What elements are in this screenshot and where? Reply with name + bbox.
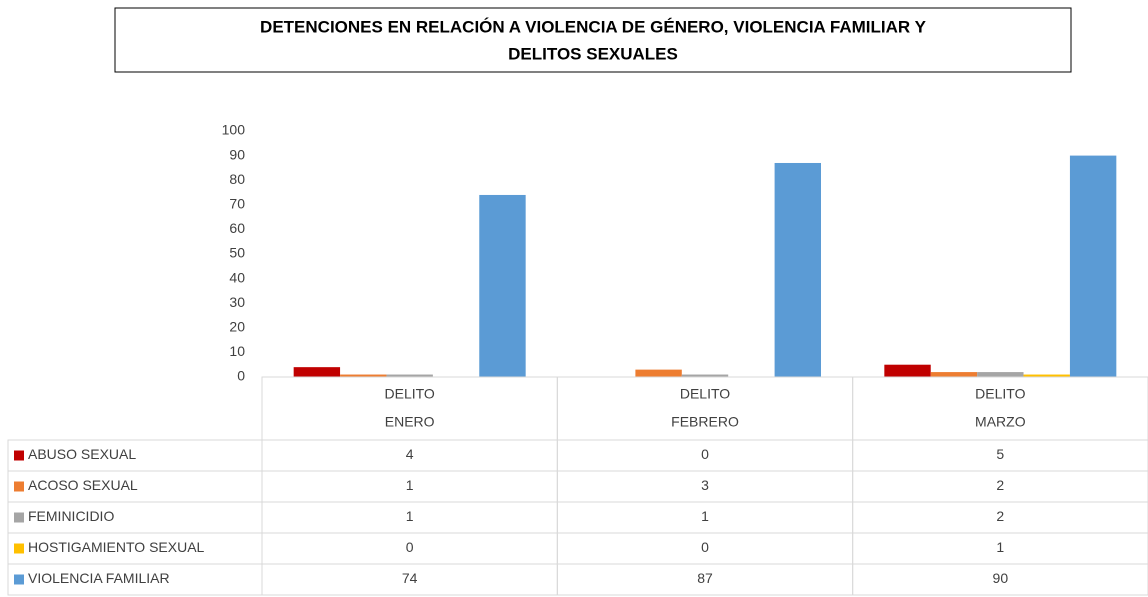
x-tick-label: FEBRERO bbox=[671, 414, 739, 430]
y-tick-label: 100 bbox=[222, 122, 246, 138]
table-value: 1 bbox=[406, 508, 414, 524]
bar bbox=[340, 374, 387, 377]
y-tick-label: 40 bbox=[229, 269, 245, 285]
legend-swatch bbox=[14, 481, 24, 492]
table-value: 0 bbox=[701, 446, 709, 462]
table-value: 1 bbox=[996, 539, 1004, 555]
table-value: 74 bbox=[402, 570, 418, 586]
bar bbox=[293, 367, 341, 377]
table-value: 90 bbox=[993, 570, 1009, 586]
y-tick-label: 0 bbox=[237, 368, 245, 384]
legend-label: VIOLENCIA FAMILIAR bbox=[28, 570, 170, 586]
legend-swatch bbox=[14, 543, 24, 554]
y-tick-label: 10 bbox=[229, 343, 245, 359]
legend-label: FEMINICIDIO bbox=[28, 508, 114, 524]
legend-swatch bbox=[14, 512, 24, 523]
bar bbox=[930, 372, 978, 377]
y-tick-label: 70 bbox=[229, 196, 245, 212]
bar bbox=[681, 374, 729, 377]
table-value: 4 bbox=[406, 446, 414, 462]
y-tick-label: 50 bbox=[229, 245, 245, 261]
bar bbox=[1069, 155, 1117, 377]
bar bbox=[479, 194, 526, 377]
table-value: 87 bbox=[697, 570, 713, 586]
table-value: 0 bbox=[701, 539, 709, 555]
y-tick-label: 80 bbox=[229, 171, 245, 187]
y-tick-label: 90 bbox=[229, 146, 245, 162]
table-value: 2 bbox=[996, 508, 1004, 524]
table-value: 1 bbox=[406, 477, 414, 493]
y-tick-label: 20 bbox=[229, 319, 245, 335]
legend-label: ACOSO SEXUAL bbox=[28, 477, 138, 493]
bar bbox=[774, 162, 821, 377]
table-value: 3 bbox=[701, 477, 709, 493]
bar bbox=[884, 364, 931, 377]
chart-title: DETENCIONES EN RELACIÓN A VIOLENCIA DE G… bbox=[260, 17, 927, 36]
category-group-label: DELITO bbox=[385, 386, 435, 402]
x-tick-label: MARZO bbox=[975, 414, 1026, 430]
bar bbox=[1023, 374, 1070, 377]
table-value: 1 bbox=[701, 508, 709, 524]
legend-swatch bbox=[14, 574, 24, 585]
bar bbox=[635, 369, 682, 377]
y-tick-label: 60 bbox=[229, 220, 245, 236]
y-tick-label: 30 bbox=[229, 294, 245, 310]
chart-title: DELITOS SEXUALES bbox=[508, 44, 678, 63]
title-box bbox=[114, 7, 1072, 73]
table-value: 0 bbox=[406, 539, 414, 555]
bar bbox=[977, 372, 1024, 377]
x-tick-label: ENERO bbox=[385, 414, 435, 430]
category-group-label: DELITO bbox=[680, 386, 730, 402]
bar bbox=[386, 374, 433, 377]
legend-label: HOSTIGAMIENTO SEXUAL bbox=[28, 539, 205, 555]
table-cell bbox=[852, 563, 1148, 596]
table-value: 5 bbox=[996, 446, 1004, 462]
legend-swatch bbox=[14, 450, 24, 461]
table-value: 2 bbox=[996, 477, 1004, 493]
legend-label: ABUSO SEXUAL bbox=[28, 446, 136, 462]
category-group-label: DELITO bbox=[975, 386, 1025, 402]
